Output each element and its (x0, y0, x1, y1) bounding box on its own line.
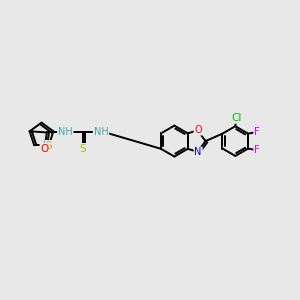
Text: S: S (46, 141, 52, 151)
Text: NH: NH (58, 128, 73, 137)
Text: O: O (194, 125, 202, 135)
Text: Cl: Cl (231, 113, 242, 123)
Text: NH: NH (94, 128, 108, 137)
Text: S: S (80, 144, 86, 154)
Text: N: N (194, 147, 202, 158)
Text: O: O (40, 144, 49, 154)
Text: F: F (254, 145, 260, 155)
Text: F: F (254, 128, 260, 137)
